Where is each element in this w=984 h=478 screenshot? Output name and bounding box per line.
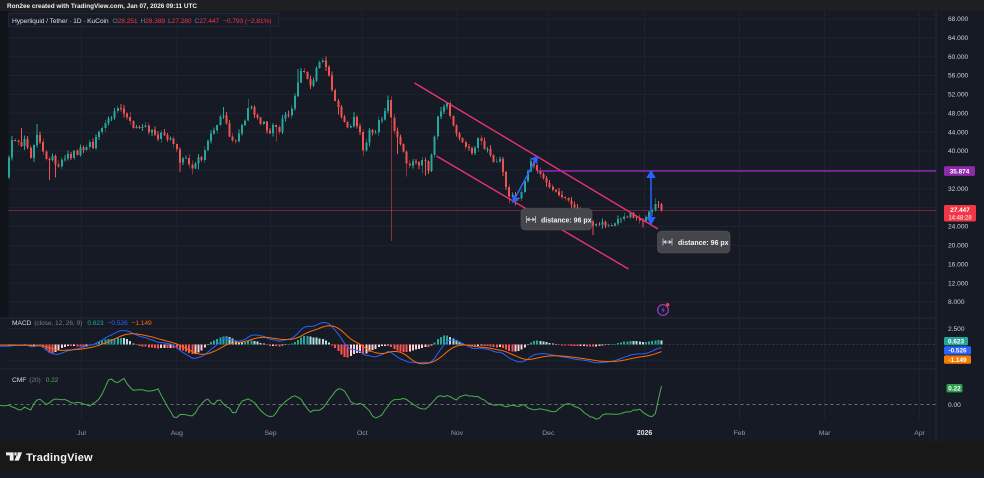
svg-text:TradingView: TradingView — [26, 452, 93, 464]
svg-text:24.000: 24.000 — [948, 224, 969, 231]
svg-text:8.000: 8.000 — [948, 299, 965, 306]
svg-text:44.000: 44.000 — [948, 129, 969, 136]
svg-text:52.000: 52.000 — [948, 92, 969, 99]
svg-text:Apr: Apr — [914, 430, 925, 437]
svg-text:56.000: 56.000 — [948, 73, 969, 80]
svg-text:-1.149: -1.149 — [948, 357, 967, 364]
svg-text:Aug: Aug — [171, 430, 183, 437]
svg-text:35.874: 35.874 — [950, 169, 970, 176]
svg-text:60.000: 60.000 — [948, 54, 969, 61]
svg-text:CMF(20)0.22: CMF (20) 0.22 — [12, 377, 59, 384]
svg-text:Jul: Jul — [77, 430, 86, 437]
svg-text:Mar: Mar — [819, 430, 831, 437]
svg-text:Sep: Sep — [264, 430, 276, 437]
svg-text:68.000: 68.000 — [948, 16, 969, 23]
svg-text:0.22: 0.22 — [948, 386, 961, 393]
svg-text:14:48:28: 14:48:28 — [948, 215, 972, 221]
svg-text:27.447: 27.447 — [950, 207, 970, 214]
svg-text:0.00: 0.00 — [948, 402, 961, 409]
svg-text:distance: 96 px: distance: 96 px — [678, 240, 729, 247]
svg-text:64.000: 64.000 — [948, 35, 969, 42]
svg-text:2026: 2026 — [637, 430, 653, 437]
svg-text:-0.526: -0.526 — [948, 348, 967, 355]
svg-text:Ron2ee created with TradingVie: Ron2ee created with TradingView.com, Jan… — [7, 3, 197, 10]
svg-text:40.000: 40.000 — [948, 148, 969, 155]
svg-text:Hyperliquid / Tether · 1D · Ku: Hyperliquid / Tether · 1D · KuCoin O28.25… — [12, 18, 271, 25]
svg-text:distance: 96 px: distance: 96 px — [541, 217, 592, 224]
svg-text:12.000: 12.000 — [948, 280, 969, 287]
svg-text:Nov: Nov — [451, 430, 464, 437]
svg-text:Dec: Dec — [542, 430, 555, 437]
svg-text:2.500: 2.500 — [948, 326, 965, 333]
svg-text:16.000: 16.000 — [948, 261, 969, 268]
svg-text:MACD(close, 12, 26, 9)0.623−0.: MACD (close, 12, 26, 9) 0.623 −0.526 −1.149 — [12, 320, 152, 327]
svg-text:48.000: 48.000 — [948, 111, 969, 118]
svg-text:32.000: 32.000 — [948, 186, 969, 193]
svg-text:0.623: 0.623 — [948, 339, 964, 346]
svg-text:Oct: Oct — [357, 430, 368, 437]
svg-text:20.000: 20.000 — [948, 243, 969, 250]
svg-text:Feb: Feb — [734, 430, 746, 437]
